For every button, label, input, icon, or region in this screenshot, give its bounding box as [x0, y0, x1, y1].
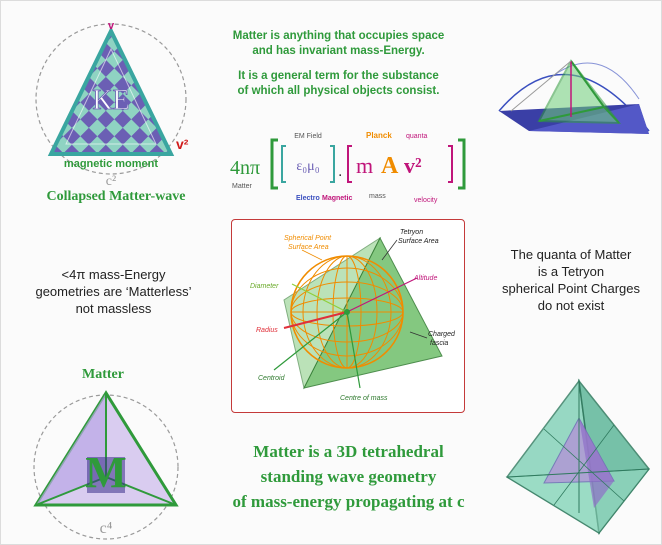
quanta-line-1: The quanta of Matter — [510, 247, 632, 262]
altitude-line — [346, 277, 418, 313]
formula-a: A — [381, 153, 399, 179]
tetryon-dome-figure — [498, 59, 650, 134]
label-charged: Charged — [428, 331, 456, 338]
definition-line-2: and has invariant mass-Energy. — [252, 45, 425, 57]
formula-quanta-label: quanta — [406, 133, 428, 140]
collapsed-matter-wave-caption: Collapsed Matter-wave — [46, 189, 186, 204]
formula-m: m — [356, 153, 373, 178]
label-fascia: fascia — [430, 340, 448, 347]
label-tetryon-surface-area: Surface Area — [398, 238, 439, 245]
caption-line-1: Matter is a 3D tetrahedral — [253, 442, 444, 461]
formula-matter-label: Matter — [232, 183, 253, 190]
label-surface-area: Surface Area — [288, 244, 329, 251]
matterless-statement: <4π mass-Energy geometries are ‘Matterle… — [31, 266, 196, 317]
matter-tetrahedron-figure: M c⁴ — [33, 390, 179, 540]
diameter-line — [291, 283, 348, 313]
matter-definition: Matter is anything that occupies space a… — [216, 29, 461, 99]
dashed-circle — [35, 23, 187, 175]
matter-title: Matter — [82, 367, 124, 382]
tetryon-sphere-diagram-box: Spherical Point Surface Area Tetryon Sur… — [231, 219, 465, 413]
quanta-line-2: is a Tetryon — [537, 264, 605, 279]
c-squared-label: c² — [106, 174, 116, 189]
tetrahedron-3d-figure — [505, 378, 651, 535]
spherical-point-sphere — [290, 255, 404, 369]
quanta-line-3: spherical Point Charges — [501, 281, 641, 296]
centroid-line — [273, 311, 348, 371]
quanta-statement: The quanta of Matter is a Tetryon spheri… — [486, 246, 656, 314]
matter-formula: 4nπ Matter ε₀μ₀ EM Field . m A v² Planck… — [230, 131, 466, 204]
magnetic-moment-label: magnetic moment — [64, 158, 158, 170]
formula-v2: v² — [404, 153, 422, 178]
ke-label: KE — [92, 85, 129, 116]
definition-line-1: Matter is anything that occupies space — [232, 30, 445, 42]
formula-electro-label: Electro — [296, 195, 320, 202]
formula-dot: . — [338, 163, 342, 180]
matterless-line-1: <4π mass-Energy — [61, 267, 166, 282]
ke-triangle — [47, 26, 175, 156]
v-label: v — [108, 20, 115, 32]
formula-mass-label: mass — [369, 193, 386, 200]
caption-line-2: standing wave geometry — [260, 467, 437, 486]
tetrahedral-wave-caption: Matter is a 3D tetrahedral standing wave… — [216, 439, 481, 514]
label-tetryon: Tetryon — [400, 229, 423, 236]
formula-magnetic-label: Magnetic — [322, 195, 352, 202]
centroid-point — [344, 309, 350, 315]
definition-line-4: of which all physical objects consist. — [237, 85, 440, 97]
centre-of-mass-line — [346, 311, 361, 389]
quanta-line-4: do not exist — [537, 298, 605, 313]
caption-line-3: of mass-energy propagating at c — [232, 492, 465, 511]
tetryon-sphere-diagram: Spherical Point Surface Area Tetryon Sur… — [250, 229, 456, 402]
label-altitude: Altitude — [413, 275, 437, 282]
v-squared-label: v² — [176, 136, 189, 152]
label-radius: Radius — [256, 327, 278, 334]
formula-planck-label: Planck — [366, 131, 392, 140]
label-diameter: Diameter — [250, 283, 279, 290]
label-centre-of-mass: Centre of mass — [340, 395, 388, 402]
formula-4npi: 4nπ — [230, 157, 260, 179]
m-letter: M — [85, 448, 127, 497]
formula-em-field-label: EM Field — [294, 133, 322, 140]
formula-eps-mu: ε₀μ₀ — [296, 159, 319, 174]
c-fourth-label: c⁴ — [100, 520, 113, 537]
formula-velocity-label: velocity — [414, 197, 438, 204]
definition-line-3: It is a general term for the substance — [238, 70, 439, 82]
dome-tetrahedron — [537, 59, 622, 125]
matterless-line-2: geometries are ‘Matterless’ — [35, 284, 192, 299]
matterless-line-3: not massless — [75, 301, 152, 316]
label-spherical-point: Spherical Point — [284, 235, 332, 242]
collapsed-matter-wave-figure: v KE v² magnetic moment c² — [35, 20, 189, 189]
label-centroid: Centroid — [258, 375, 286, 382]
radius-line — [283, 311, 348, 329]
